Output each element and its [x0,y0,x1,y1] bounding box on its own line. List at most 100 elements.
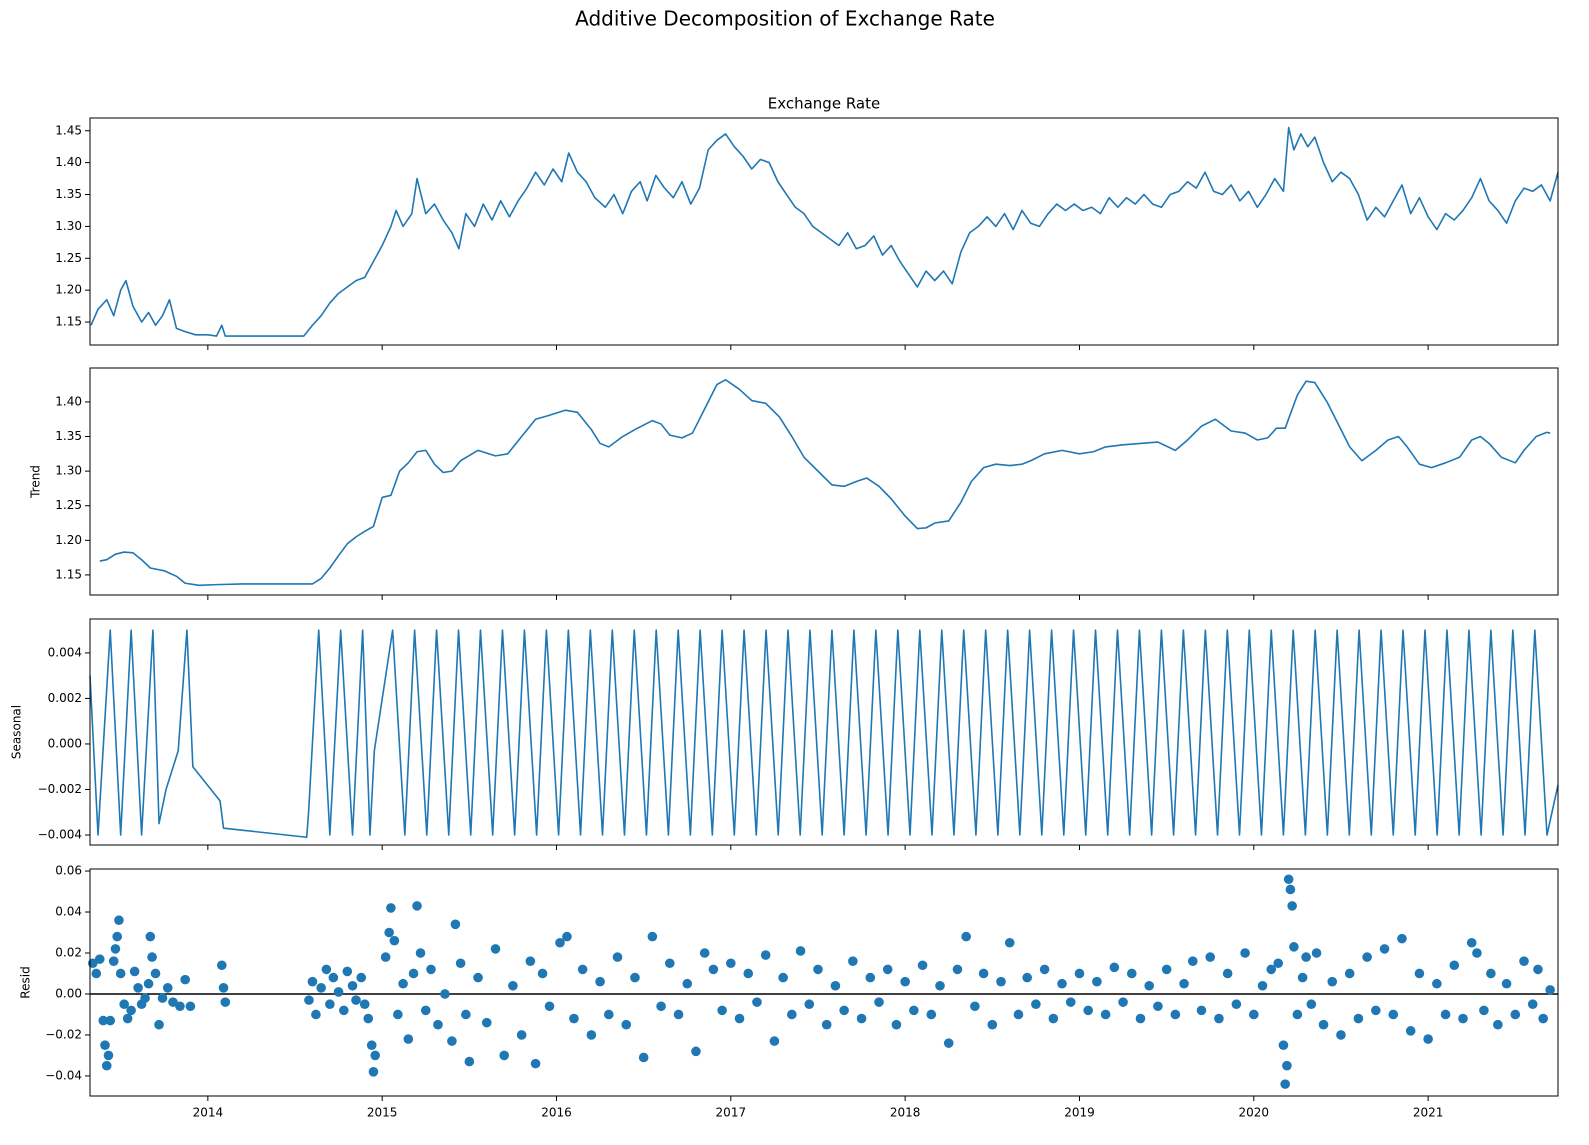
resid-point [384,927,394,938]
y-tick-label: −0.004 [38,827,82,841]
resid-point [380,952,391,962]
resid-point [665,958,675,969]
resid-point [1187,956,1198,966]
resid-point [1126,968,1137,979]
y-tick-label: −0.02 [45,1027,82,1041]
resid-point [1545,985,1555,995]
resid-point [1144,980,1155,991]
resid-point [307,976,318,987]
resid-point [1306,999,1317,1010]
resid-point [1289,942,1299,952]
resid-point [185,1001,196,1012]
series-line [99,378,1551,587]
resid-point [398,978,408,989]
resid-point [1287,901,1297,911]
resid-point [122,1013,133,1024]
resid-point [621,1019,632,1030]
resid-point [1065,997,1076,1007]
resid-point [839,1005,849,1016]
y-tick-label: 1.40 [55,394,82,408]
resid-point [537,968,548,979]
y-tick-label: 0.00 [55,986,82,1000]
resid-point [1510,1009,1521,1020]
resid-point [1344,968,1355,979]
resid-point [359,999,370,1010]
resid-point [114,915,124,926]
resid-point [656,1001,666,1012]
resid-point [347,980,358,991]
resid-point [569,1013,579,1024]
resid-point [795,946,806,956]
resid-point [769,1036,780,1046]
resid-point [1301,952,1311,962]
resid-point [490,944,501,954]
y-tick-label: 1.40 [55,155,82,169]
y-tick-label: 1.15 [55,567,82,581]
y-tick-label: 0.002 [48,691,82,705]
resid-point [1022,972,1032,983]
y-tick-label: 1.35 [55,187,82,201]
resid-point [1362,952,1372,962]
resid-point [101,1060,112,1071]
resid-point [368,1067,379,1077]
resid-point [1179,978,1189,989]
resid-point [94,954,105,964]
resid-point [112,931,122,942]
resid-point [638,1052,649,1063]
resid-point [150,968,161,979]
resid-point [1311,948,1322,958]
resid-point [909,1005,919,1016]
resid-point [978,968,989,979]
resid-point [917,960,928,971]
resid-point [433,1019,443,1030]
resid-point [603,1009,614,1020]
resid-point [508,980,518,991]
axes-frame [89,868,1559,1097]
resid-point [1379,944,1390,954]
resid-point [147,952,157,962]
resid-point [595,976,605,987]
x-tick-label: 2017 [716,1106,747,1120]
resid-point [1161,964,1172,975]
resid-point [935,980,945,991]
resid-point [926,1009,937,1020]
resid-point [311,1009,321,1020]
resid-point [1231,999,1242,1010]
resid-point [516,1030,527,1040]
resid-point [1432,978,1442,989]
panel-title: Exchange Rate [768,95,880,113]
resid-point [987,1019,998,1030]
resid-point [830,980,841,991]
resid-point [1100,1009,1111,1020]
resid-point [787,1009,797,1020]
resid-point [420,1005,431,1016]
resid-point [1170,1009,1181,1020]
resid-point [586,1030,597,1040]
resid-point [126,1005,136,1016]
resid-point [1222,968,1233,979]
y-tick-label: 1.35 [55,429,82,443]
resid-point [115,968,126,979]
resid-point [339,1005,349,1016]
resid-point [1527,999,1538,1010]
resid-point [403,1034,414,1044]
resid-point [996,976,1006,987]
resid-point [530,1058,541,1069]
resid-point [333,987,344,997]
resid-point [1423,1034,1433,1044]
x-tick-label: 2014 [193,1106,224,1120]
y-tick-label: 1.20 [55,533,82,547]
resid-point [682,978,693,989]
resid-point [1538,1013,1548,1024]
resid-point [1205,952,1216,962]
resid-point [1486,968,1496,979]
resid-point [708,964,719,975]
resid-point [105,1015,116,1026]
resid-point [363,1013,374,1024]
y-tick-label: 0.02 [55,945,82,959]
y-tick-label: 1.20 [55,283,82,297]
y-tick-label: 1.15 [55,315,82,329]
series-line [90,126,1559,337]
resid-point [426,964,436,975]
resid-point [1135,1013,1146,1024]
